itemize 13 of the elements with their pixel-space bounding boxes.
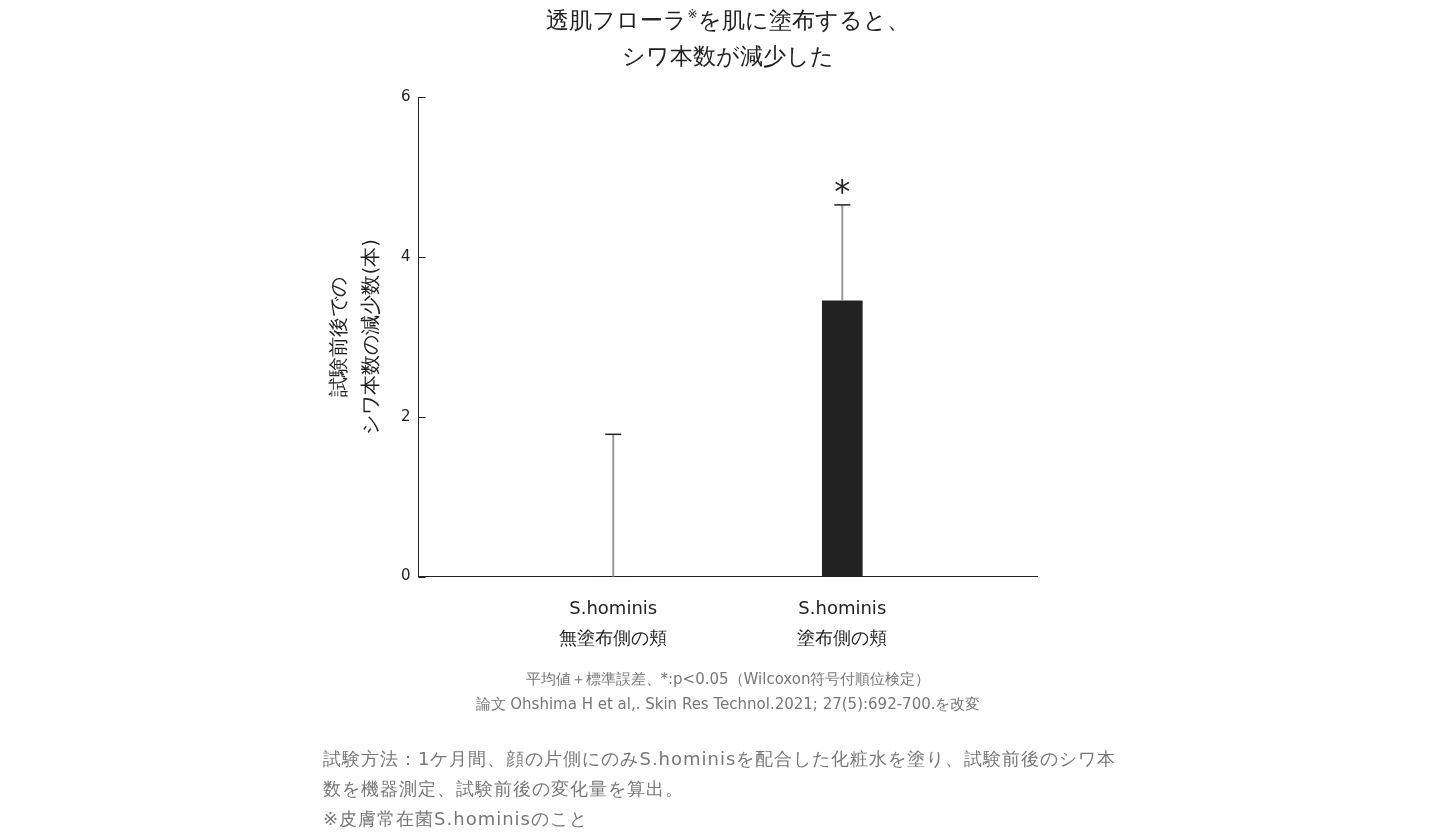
text: 論文 Ohshima H et al,. Skin Res Technol.2021; 27(5):692-700.を改変 [474,694,982,715]
y-tick-label: 6 [401,86,411,105]
y-tick-label: 0 [401,566,411,585]
chart-title: 透肌フローラ$^{※}$を肌に塗布すると、シワ本数が減少した [545,6,911,71]
text: 平均値＋標準誤差、*:p<0.05（Wilcoxon符号付順位検定） [524,669,932,690]
x-tick-label: S.hominis 無塗布側の頬 [559,597,668,648]
x-tick-label: S.hominis 塗布側の頬 [797,597,888,648]
text: 試験方法：1ケ月間、顔の片側にのみS.hominisを配合した化粧水を塗り、試験前後のシワ本数を機器測定、試験前後の変化量を算出。 [323,747,1118,801]
y-tick-label: 4 [401,246,411,265]
annotation: * [834,171,851,210]
y-axis-title: 試験前後でのシワ本数の減少数(本) [326,239,383,435]
text: ※皮膚常在菌S.hominisのこと [323,807,589,831]
y-tick-label: 2 [401,406,411,425]
